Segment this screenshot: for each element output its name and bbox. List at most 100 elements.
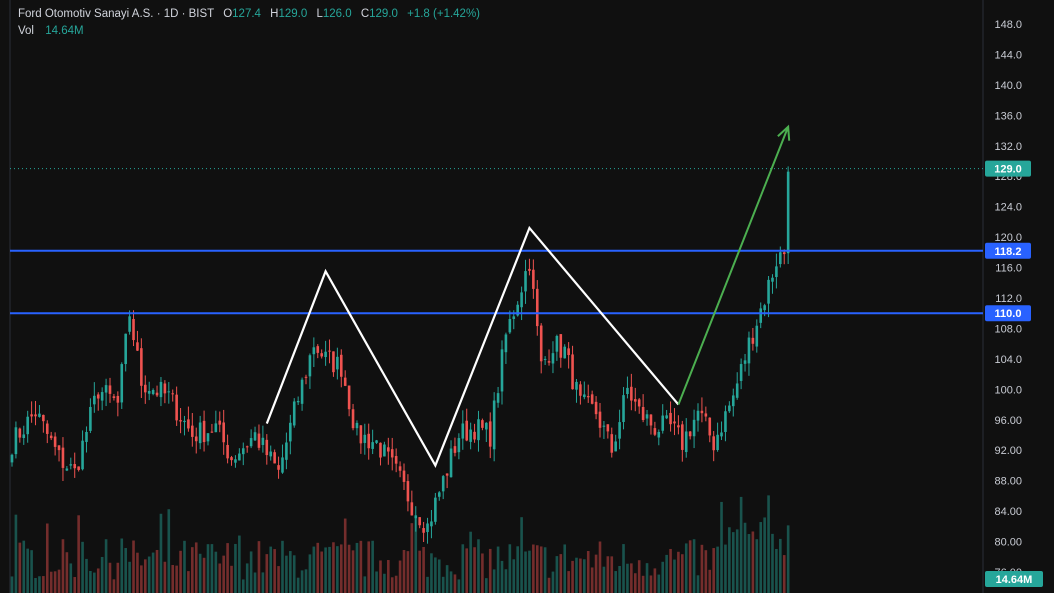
candle-body <box>136 342 139 351</box>
level-price-tag: 118.2 <box>995 246 1022 258</box>
candle-body <box>347 385 351 410</box>
close-value: 129.0 <box>369 8 398 20</box>
volume-bar <box>712 548 715 593</box>
candle-body <box>285 442 288 460</box>
candle-body <box>653 428 657 435</box>
volume-bar <box>226 543 229 593</box>
volume-bar <box>363 576 367 593</box>
volume-bar <box>336 546 339 593</box>
current-price-tag: 129.0 <box>994 164 1022 176</box>
volume-bar <box>763 517 766 593</box>
volume-bar <box>567 571 570 593</box>
volume-bar <box>38 576 41 593</box>
candle-body <box>73 464 77 469</box>
candle-body <box>681 424 684 450</box>
candle-body <box>65 468 69 471</box>
candle-body <box>704 413 708 417</box>
volume-bar <box>622 544 625 593</box>
candle-body <box>124 333 127 365</box>
volume-bar <box>269 546 273 593</box>
volume-bar <box>277 566 280 593</box>
candle-body <box>602 425 606 427</box>
volume-bar <box>187 571 190 593</box>
candle-body <box>171 393 175 395</box>
volume-bar <box>379 560 382 593</box>
volume-bar <box>684 543 688 593</box>
candle-body <box>673 421 676 424</box>
volume-bar <box>112 579 116 593</box>
volume-bar <box>249 551 253 593</box>
candle-body <box>261 437 265 445</box>
candle-body <box>630 386 633 401</box>
candle-body <box>49 435 53 439</box>
candle-body <box>445 473 449 476</box>
volume-bar <box>520 517 523 593</box>
volume-bar <box>191 547 194 593</box>
volume-bar <box>759 522 763 593</box>
candle-body <box>371 442 374 449</box>
volume-bar <box>89 570 92 593</box>
candle-body <box>571 354 574 390</box>
volume-bar <box>73 577 77 593</box>
candle-body <box>543 358 547 360</box>
candle-body <box>473 431 476 440</box>
candle-body <box>449 448 453 478</box>
volume-bar <box>261 572 265 593</box>
candle-body <box>253 432 257 441</box>
y-tick-label: 120.0 <box>994 232 1022 244</box>
candle-body <box>649 414 653 426</box>
volume-bar <box>618 565 621 593</box>
candle-body <box>422 528 425 533</box>
volume-bar <box>198 553 202 593</box>
candle-body <box>339 354 343 377</box>
candle-body <box>488 421 492 447</box>
volume-bar <box>681 554 684 593</box>
volume-value: 14.64M <box>45 25 84 37</box>
volume-bar <box>720 501 723 593</box>
volume-bar <box>469 531 472 593</box>
y-tick-label: 100.0 <box>994 384 1022 396</box>
candle-body <box>567 348 570 356</box>
volume-bar <box>488 548 492 593</box>
candle-body <box>343 377 347 386</box>
candle-body <box>547 361 551 363</box>
volume-bar <box>359 540 363 593</box>
volume-bar <box>496 546 500 593</box>
candle-body <box>751 337 755 344</box>
candle-body <box>763 305 766 311</box>
volume-bar <box>598 541 602 593</box>
volume-bar <box>782 555 786 593</box>
volume-bar <box>645 563 649 593</box>
change-value: +1.8 (+1.42%) <box>407 8 481 20</box>
candle-body <box>779 252 782 265</box>
candle-body <box>187 419 190 429</box>
volume-bar <box>132 540 135 593</box>
y-tick-label: 116.0 <box>995 263 1022 275</box>
volume-bar <box>289 551 292 593</box>
volume-bar <box>786 525 790 593</box>
candle-body <box>645 414 649 419</box>
volume-bar <box>238 535 241 593</box>
volume-bar <box>692 539 696 593</box>
candle-body <box>539 325 543 362</box>
current-price-tag-bg <box>985 160 1031 177</box>
volume-bar <box>731 532 735 593</box>
volume-bar <box>555 556 559 593</box>
volume-bar <box>320 551 323 593</box>
candle-body <box>731 395 735 407</box>
candle-body <box>669 412 672 425</box>
volume-bar <box>257 541 261 593</box>
candle-body <box>747 337 751 364</box>
volume-bar <box>347 544 351 593</box>
candle-body <box>500 349 504 392</box>
volume-bar <box>183 540 186 593</box>
volume-bar <box>18 542 22 593</box>
volume-bar <box>147 556 151 593</box>
volume-bar <box>390 577 394 593</box>
volume-bar <box>53 571 57 593</box>
volume-bar <box>253 572 257 593</box>
volume-bar <box>163 561 167 593</box>
volume-bar <box>653 568 657 593</box>
